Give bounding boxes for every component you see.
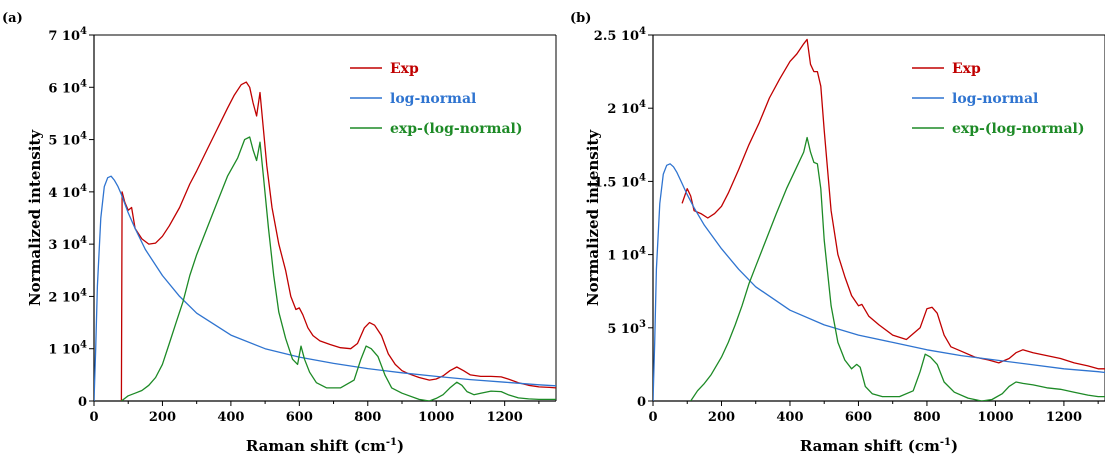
x-axis-label-superscript: -1 bbox=[940, 437, 951, 448]
y-tick-exponent: 4 bbox=[639, 26, 646, 37]
y-tick-base: 5 10 bbox=[48, 134, 80, 149]
y-tick-base: 0 bbox=[637, 395, 646, 410]
x-tick-label: 800 bbox=[913, 410, 940, 425]
y-tick-base: 6 10 bbox=[48, 81, 80, 96]
series-line-exp bbox=[681, 38, 1105, 370]
legend-label: log-normal bbox=[390, 91, 476, 107]
y-tick-base: 2.5 10 bbox=[594, 29, 639, 44]
legend-label: Exp bbox=[390, 61, 419, 77]
x-axis-label-tail: ) bbox=[951, 437, 958, 454]
y-tick-label: 6 104 bbox=[48, 78, 87, 96]
y-tick-label: 3 104 bbox=[48, 235, 87, 253]
x-tick-label: 1200 bbox=[487, 410, 523, 425]
y-tick-label: 2.5 104 bbox=[594, 26, 646, 44]
panel-label: (b) bbox=[570, 11, 591, 26]
y-tick-base: 1.5 10 bbox=[594, 175, 639, 190]
y-tick-label: 2 104 bbox=[48, 287, 87, 305]
y-tick-exponent: 4 bbox=[639, 172, 646, 183]
x-axis-label-text: Raman shift (cm bbox=[800, 437, 940, 454]
series-line-exp-log-normal- bbox=[121, 136, 556, 401]
panel-label: (a) bbox=[2, 11, 23, 26]
x-tick-label: 1000 bbox=[977, 410, 1013, 425]
y-tick-base: 2 10 bbox=[48, 290, 80, 305]
series-line-exp-log-normal- bbox=[690, 136, 1105, 401]
legend-label: exp-(log-normal) bbox=[952, 121, 1084, 137]
x-tick-label: 400 bbox=[217, 410, 244, 425]
y-tick-base: 3 10 bbox=[48, 238, 80, 253]
legend-label: exp-(log-normal) bbox=[390, 121, 522, 137]
x-tick-label: 200 bbox=[149, 410, 176, 425]
y-tick-exponent: 4 bbox=[80, 235, 87, 246]
y-tick-label: 1 104 bbox=[48, 340, 87, 358]
y-tick-exponent: 4 bbox=[80, 26, 87, 37]
series-line-log-normal bbox=[653, 163, 1105, 401]
x-tick-label: 800 bbox=[354, 410, 381, 425]
y-axis-label: Normalized intensity bbox=[584, 129, 602, 306]
y-tick-base: 1 10 bbox=[48, 343, 80, 358]
x-axis-label-tail: ) bbox=[397, 437, 404, 454]
y-tick-exponent: 4 bbox=[80, 287, 87, 298]
y-tick-exponent: 4 bbox=[80, 78, 87, 89]
y-tick-label: 1.5 104 bbox=[594, 172, 646, 190]
x-axis-label-text: Raman shift (cm bbox=[246, 437, 386, 454]
y-tick-base: 0 bbox=[78, 395, 87, 410]
y-axis-label: Normalized intensity bbox=[26, 129, 44, 306]
series-line-exp bbox=[120, 81, 556, 401]
y-tick-exponent: 4 bbox=[639, 246, 646, 257]
y-tick-exponent: 4 bbox=[80, 340, 87, 351]
series-line-log-normal bbox=[94, 175, 556, 401]
x-tick-label: 400 bbox=[776, 410, 803, 425]
x-tick-label: 0 bbox=[648, 410, 657, 425]
x-tick-label: 1200 bbox=[1046, 410, 1082, 425]
x-axis-label: Raman shift (cm-1) bbox=[246, 437, 404, 454]
x-tick-label: 200 bbox=[708, 410, 735, 425]
y-tick-label: 7 104 bbox=[48, 26, 87, 44]
y-tick-label: 1 104 bbox=[607, 246, 646, 264]
x-tick-label: 1000 bbox=[418, 410, 454, 425]
y-tick-exponent: 4 bbox=[80, 131, 87, 142]
y-tick-exponent: 4 bbox=[80, 183, 87, 194]
y-tick-label: 5 103 bbox=[607, 319, 646, 337]
legend-label: Exp bbox=[952, 61, 981, 77]
y-tick-label: 2 104 bbox=[607, 99, 646, 117]
y-tick-base: 2 10 bbox=[607, 102, 639, 117]
y-tick-base: 5 10 bbox=[607, 322, 639, 337]
y-tick-label: 0 bbox=[637, 395, 646, 410]
y-tick-exponent: 4 bbox=[639, 99, 646, 110]
x-axis-label: Raman shift (cm-1) bbox=[800, 437, 958, 454]
y-tick-label: 4 104 bbox=[48, 183, 87, 201]
x-tick-label: 600 bbox=[845, 410, 872, 425]
x-tick-label: 600 bbox=[286, 410, 313, 425]
y-tick-base: 7 10 bbox=[48, 29, 80, 44]
y-tick-label: 5 104 bbox=[48, 131, 87, 149]
x-axis-label-superscript: -1 bbox=[386, 437, 397, 448]
y-tick-exponent: 3 bbox=[639, 319, 646, 330]
legend-label: log-normal bbox=[952, 91, 1038, 107]
y-tick-base: 1 10 bbox=[607, 249, 639, 264]
y-tick-label: 0 bbox=[78, 395, 87, 410]
x-tick-label: 0 bbox=[89, 410, 98, 425]
y-tick-base: 4 10 bbox=[48, 186, 80, 201]
